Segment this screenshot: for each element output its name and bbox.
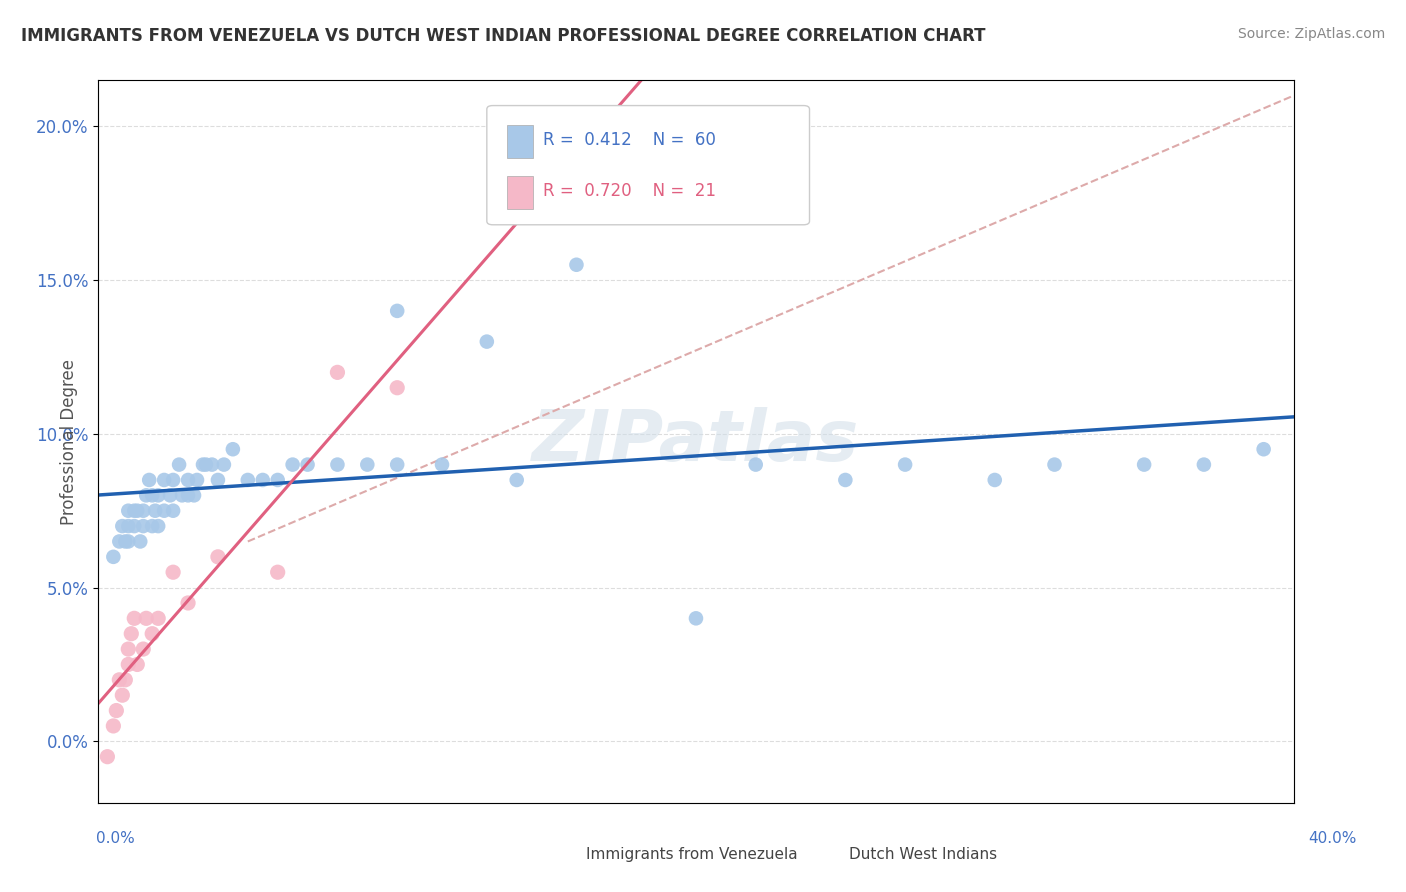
Point bbox=[108, 534, 131, 549]
Point bbox=[148, 611, 170, 625]
Point bbox=[111, 688, 134, 702]
Point bbox=[195, 458, 218, 472]
Point bbox=[117, 504, 139, 518]
Point bbox=[430, 458, 453, 472]
Point bbox=[177, 488, 200, 502]
Point bbox=[236, 473, 259, 487]
Text: 0.0%: 0.0% bbox=[96, 831, 135, 846]
Point bbox=[1192, 458, 1215, 472]
FancyBboxPatch shape bbox=[486, 105, 810, 225]
Point bbox=[685, 611, 707, 625]
Point bbox=[103, 719, 125, 733]
Point bbox=[111, 519, 134, 533]
Point bbox=[326, 365, 349, 379]
Point bbox=[114, 673, 136, 687]
FancyBboxPatch shape bbox=[553, 840, 574, 868]
Point bbox=[117, 657, 139, 672]
Point bbox=[138, 473, 160, 487]
Text: IMMIGRANTS FROM VENEZUELA VS DUTCH WEST INDIAN PROFESSIONAL DEGREE CORRELATION C: IMMIGRANTS FROM VENEZUELA VS DUTCH WEST … bbox=[21, 27, 986, 45]
Point bbox=[108, 673, 131, 687]
Point bbox=[129, 534, 152, 549]
Point bbox=[475, 334, 498, 349]
Point bbox=[117, 519, 139, 533]
Point bbox=[297, 458, 319, 472]
Point bbox=[1133, 458, 1156, 472]
FancyBboxPatch shape bbox=[508, 176, 533, 209]
Point bbox=[141, 626, 163, 640]
Point bbox=[114, 534, 136, 549]
Point bbox=[162, 504, 184, 518]
Point bbox=[183, 488, 205, 502]
Text: 40.0%: 40.0% bbox=[1309, 831, 1357, 846]
Point bbox=[148, 519, 170, 533]
Point bbox=[281, 458, 304, 472]
Point bbox=[834, 473, 856, 487]
Point bbox=[186, 473, 208, 487]
Point bbox=[103, 549, 125, 564]
Point bbox=[212, 458, 235, 472]
Point bbox=[506, 473, 529, 487]
Text: Professional Degree: Professional Degree bbox=[59, 359, 77, 524]
Point bbox=[326, 458, 349, 472]
Text: Immigrants from Venezuela: Immigrants from Venezuela bbox=[586, 847, 797, 862]
Point bbox=[132, 642, 155, 657]
Point bbox=[117, 642, 139, 657]
Point bbox=[1253, 442, 1275, 457]
Point bbox=[153, 504, 176, 518]
Point bbox=[132, 504, 155, 518]
Point bbox=[267, 473, 290, 487]
Text: R =  0.720    N =  21: R = 0.720 N = 21 bbox=[543, 182, 716, 200]
Point bbox=[148, 488, 170, 502]
Point bbox=[96, 749, 118, 764]
Point bbox=[159, 488, 181, 502]
Point bbox=[117, 534, 139, 549]
Point bbox=[172, 488, 194, 502]
Point bbox=[267, 565, 290, 579]
Point bbox=[385, 381, 409, 395]
Point bbox=[356, 458, 378, 472]
Point bbox=[191, 458, 214, 472]
Point bbox=[141, 488, 163, 502]
Point bbox=[153, 473, 176, 487]
Point bbox=[105, 704, 128, 718]
Text: Dutch West Indians: Dutch West Indians bbox=[849, 847, 997, 862]
Point bbox=[162, 565, 184, 579]
Point bbox=[141, 519, 163, 533]
Point bbox=[124, 611, 146, 625]
Text: ZIPatlas: ZIPatlas bbox=[533, 407, 859, 476]
Point bbox=[120, 626, 142, 640]
Text: Source: ZipAtlas.com: Source: ZipAtlas.com bbox=[1237, 27, 1385, 41]
Point bbox=[385, 304, 409, 318]
Point bbox=[177, 596, 200, 610]
Point bbox=[385, 458, 409, 472]
Point bbox=[124, 519, 146, 533]
Point bbox=[1043, 458, 1066, 472]
Point bbox=[132, 519, 155, 533]
Point bbox=[207, 549, 229, 564]
Point bbox=[595, 196, 617, 211]
Point bbox=[135, 488, 157, 502]
Point bbox=[984, 473, 1007, 487]
Point bbox=[124, 504, 146, 518]
Point bbox=[177, 473, 200, 487]
Point bbox=[207, 473, 229, 487]
Point bbox=[167, 458, 190, 472]
Point bbox=[127, 504, 149, 518]
Point bbox=[565, 258, 588, 272]
Point bbox=[252, 473, 274, 487]
Point bbox=[201, 458, 224, 472]
Point bbox=[127, 657, 149, 672]
FancyBboxPatch shape bbox=[815, 840, 837, 868]
Point bbox=[143, 504, 166, 518]
Point bbox=[162, 473, 184, 487]
FancyBboxPatch shape bbox=[508, 126, 533, 158]
Text: R =  0.412    N =  60: R = 0.412 N = 60 bbox=[543, 131, 716, 149]
Point bbox=[894, 458, 917, 472]
Point bbox=[222, 442, 245, 457]
Point bbox=[135, 611, 157, 625]
Point bbox=[745, 458, 768, 472]
